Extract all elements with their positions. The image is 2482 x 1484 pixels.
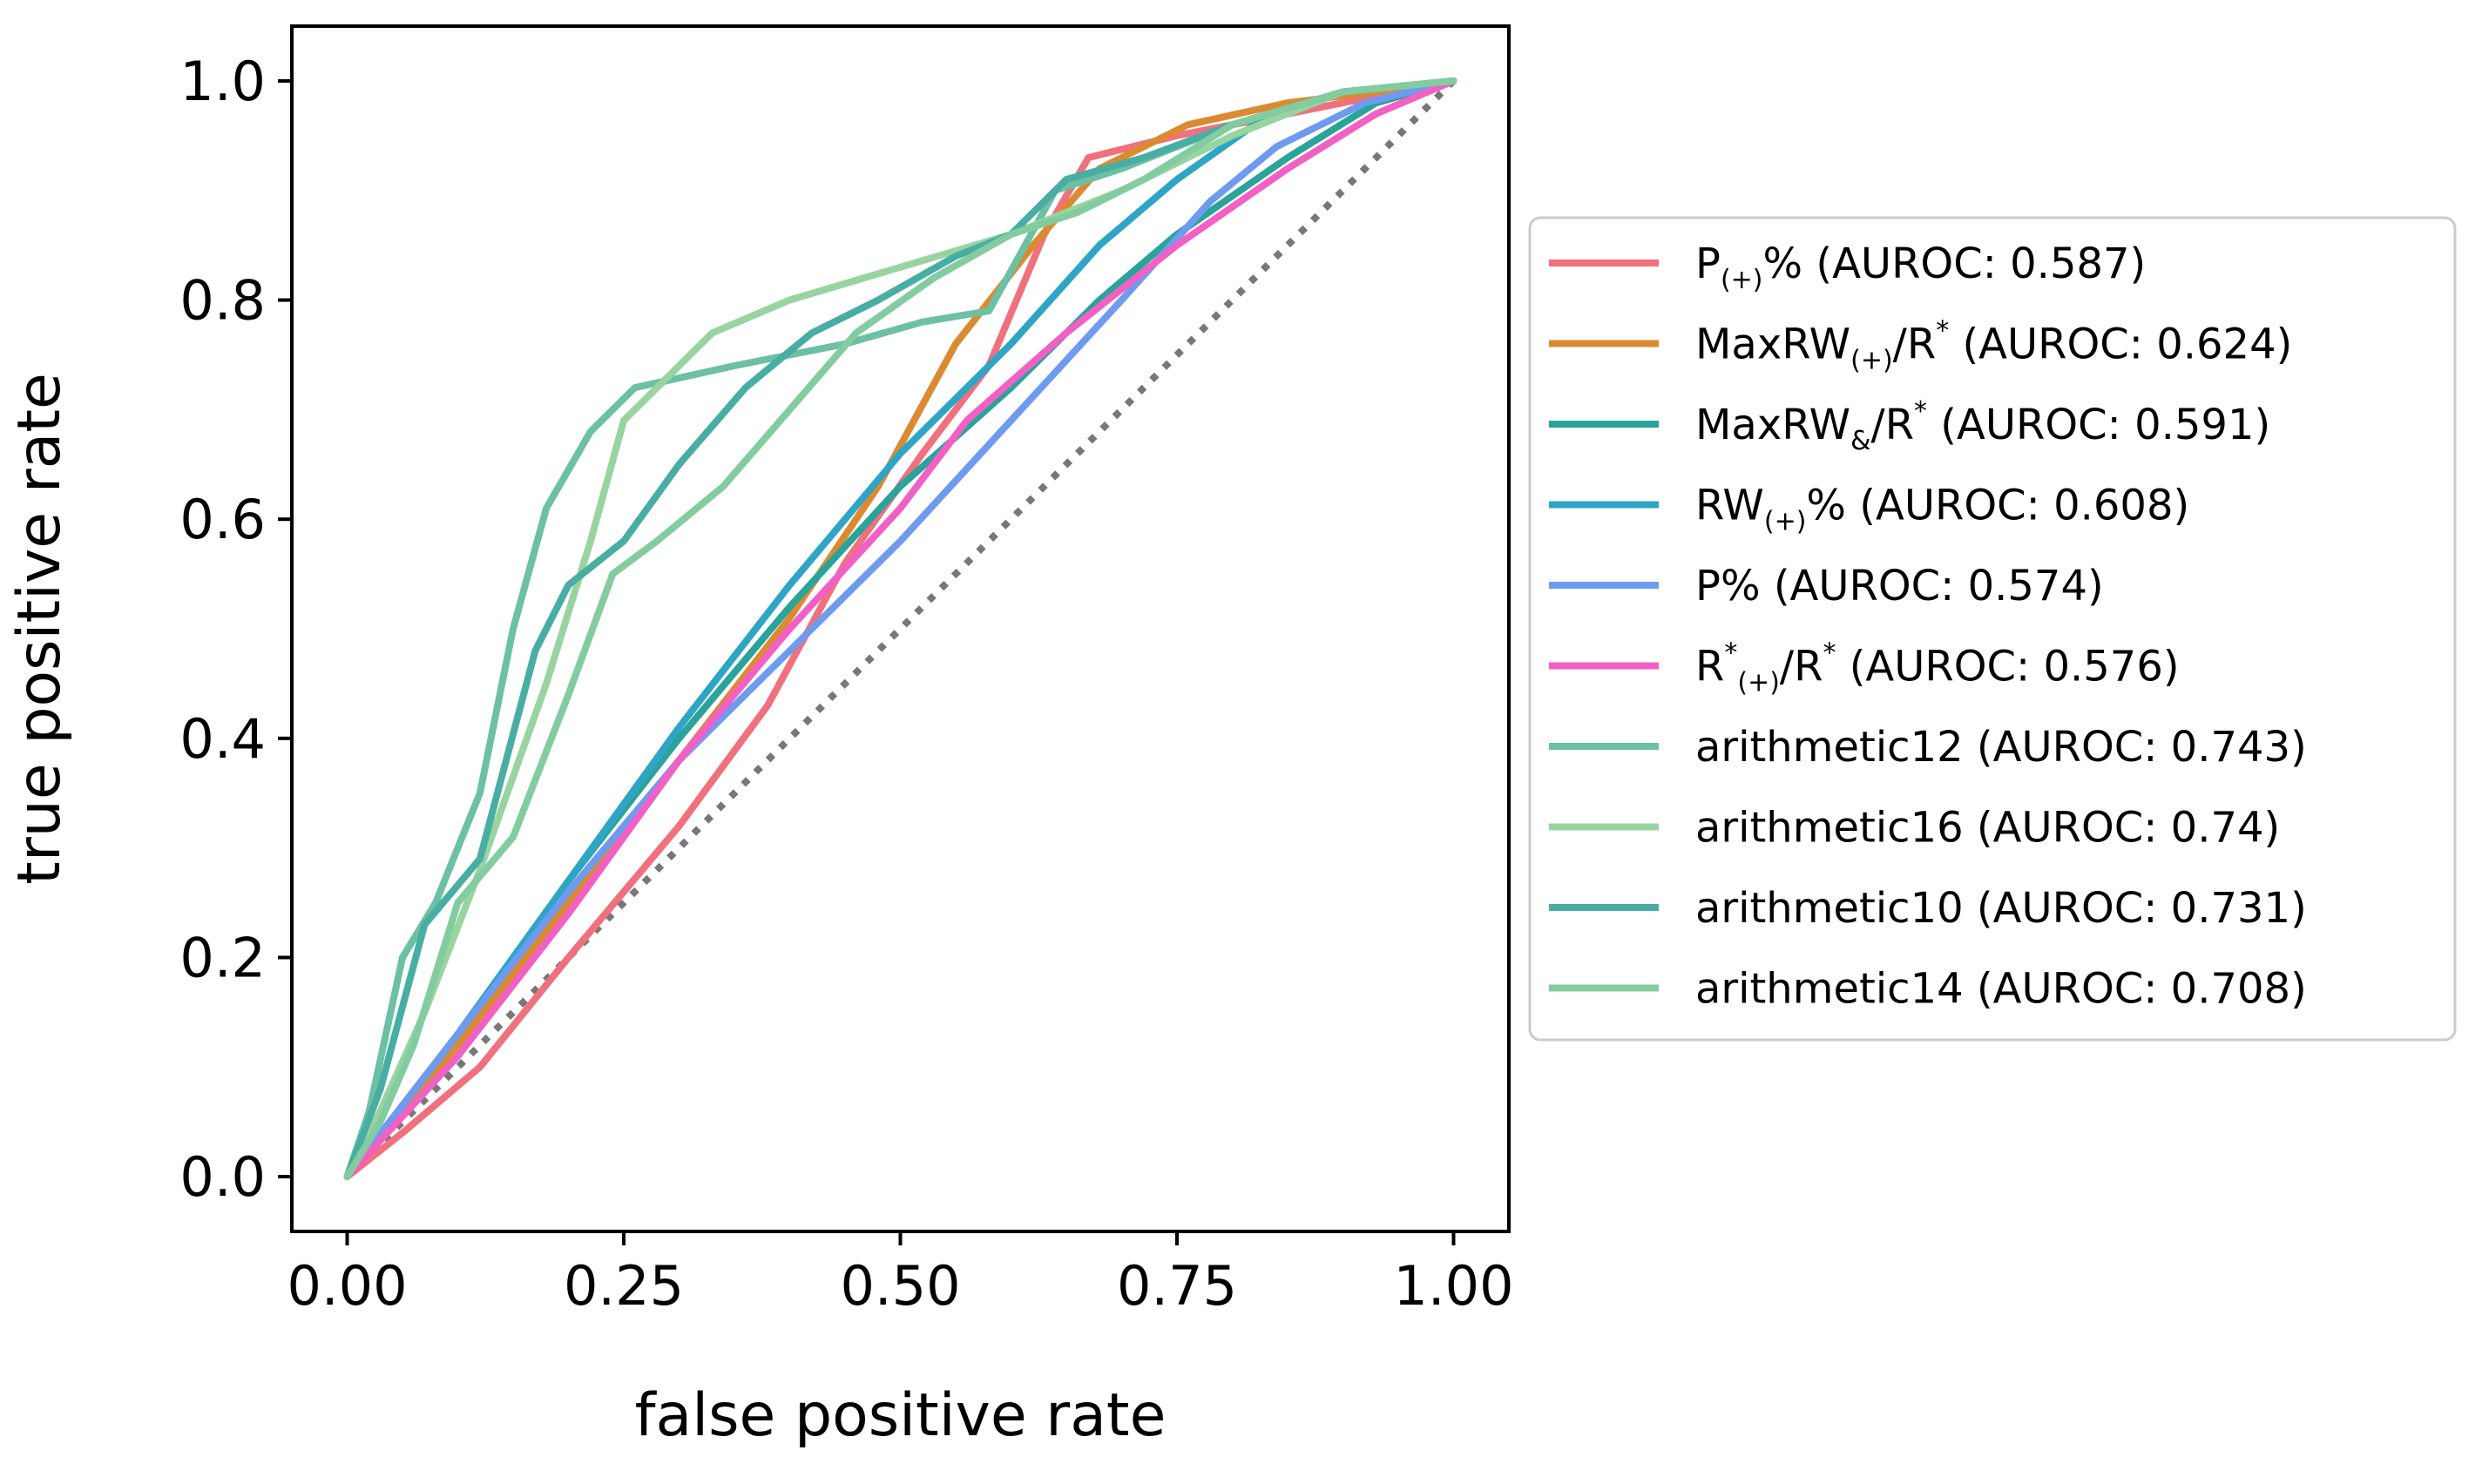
y-axis-title: true positive rate xyxy=(5,373,74,885)
legend-box xyxy=(1528,216,2457,1042)
legend: P(+)​% (AUROC: 0.587) MaxRW(+)​/R*​ (AURO… xyxy=(1528,216,2457,1042)
y-tick-label: 1.0 xyxy=(179,50,266,113)
y-tick-label: 0.8 xyxy=(179,269,266,333)
y-tick-label: 0.2 xyxy=(179,926,266,989)
plot-area xyxy=(343,77,1457,1181)
legend-label-6: arithmetic12 (AUROC: 0.743) xyxy=(1695,723,2307,772)
legend-label-4: P% (AUROC: 0.574) xyxy=(1695,562,2104,610)
legend-label-5: R*​(+)​/R*​ (AUROC: 0.576) xyxy=(1695,638,2180,698)
x-tick-label: 0.50 xyxy=(840,1254,960,1318)
y-tick-label: 0.0 xyxy=(179,1145,266,1209)
series-line-5 xyxy=(343,77,1457,1181)
y-tick-label: 0.6 xyxy=(179,488,266,551)
x-tick-label: 0.00 xyxy=(287,1254,407,1318)
legend-label-7: arithmetic16 (AUROC: 0.74) xyxy=(1695,804,2280,853)
legend-label-0: P(+)​% (AUROC: 0.587) xyxy=(1695,239,2146,295)
legend-label-1: MaxRW(+)​/R*​ (AUROC: 0.624) xyxy=(1695,316,2292,376)
y-tick-label: 0.4 xyxy=(179,707,266,771)
x-axis: 0.00 0.25 0.50 0.75 1.00 xyxy=(287,1231,1514,1318)
legend-label-2: MaxRW&​/R*​ (AUROC: 0.591) xyxy=(1695,396,2270,456)
series-line-4 xyxy=(343,77,1457,1181)
x-tick-label: 1.00 xyxy=(1393,1254,1513,1318)
legend-label-9: arithmetic14 (AUROC: 0.708) xyxy=(1695,965,2307,1014)
series-line-6 xyxy=(343,77,1457,1181)
series-line-8 xyxy=(343,77,1457,1181)
legend-label-3: RW(+)​% (AUROC: 0.608) xyxy=(1695,482,2189,537)
y-axis: 0.0 0.2 0.4 0.6 0.8 1.0 xyxy=(179,50,292,1209)
x-tick-label: 0.75 xyxy=(1117,1254,1237,1318)
legend-label-8: arithmetic10 (AUROC: 0.731) xyxy=(1695,884,2307,933)
x-tick-label: 0.25 xyxy=(564,1254,684,1318)
series-line-9 xyxy=(343,77,1457,1181)
x-axis-title: false positive rate xyxy=(635,1381,1167,1450)
series-line-1 xyxy=(343,77,1457,1181)
series-line-7 xyxy=(343,77,1457,1181)
